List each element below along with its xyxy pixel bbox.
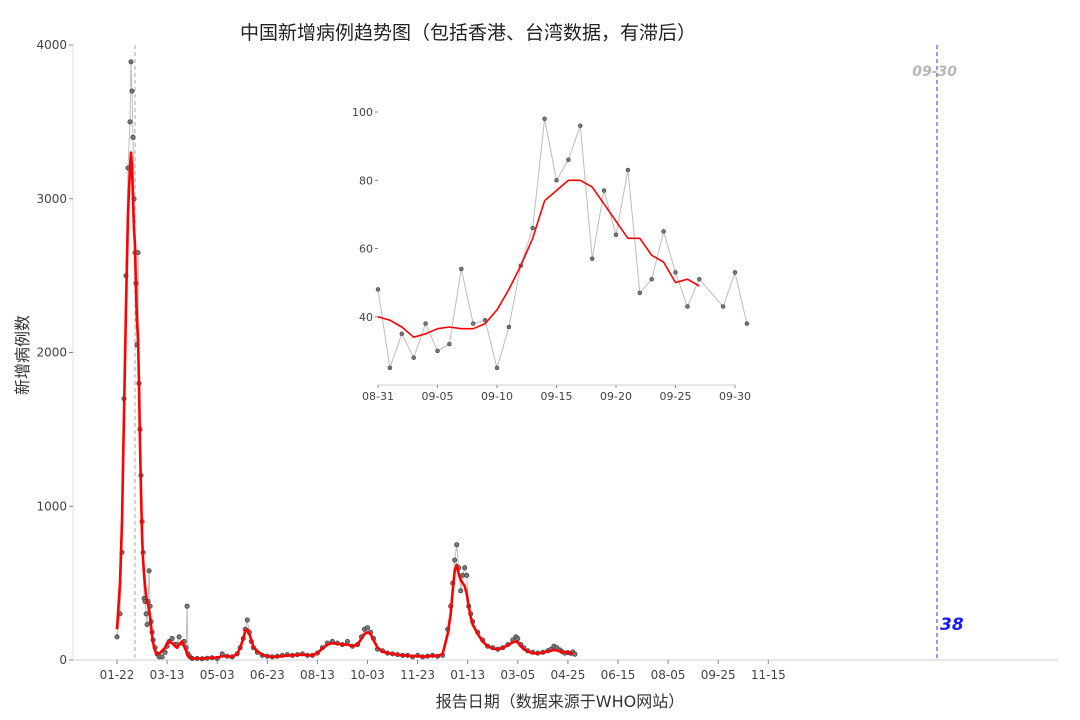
inset-x-tick-label: 09-20	[600, 390, 632, 403]
x-tick-label: 11-23	[400, 668, 435, 682]
daily-data-point	[176, 634, 182, 640]
daily-series-line	[116, 61, 576, 660]
daily-data-point	[244, 617, 250, 623]
inset-daily-data-point	[625, 167, 631, 173]
inset-y-tick-label: 40	[359, 311, 373, 324]
daily-data-point	[364, 625, 370, 631]
inset-daily-data-point	[530, 225, 535, 231]
x-tick-label: 08-13	[300, 668, 335, 682]
inset-daily-data-point	[661, 229, 666, 234]
y-tick-label: 4000	[36, 38, 67, 52]
inset-x-tick-label: 08-31	[362, 390, 394, 403]
inset-daily-data-point	[578, 123, 583, 128]
daily-data-point	[143, 611, 149, 617]
inset-daily-data-point	[673, 270, 678, 275]
inset-daily-data-point	[732, 270, 738, 275]
inset-daily-data-point	[506, 324, 512, 330]
daily-data-point	[454, 542, 460, 548]
x-tick-label: 04-25	[550, 668, 585, 682]
inset-daily-data-point	[601, 188, 607, 193]
inset-x-tick-label: 09-25	[660, 390, 692, 403]
daily-data-point	[130, 134, 136, 140]
inset-daily-data-point	[411, 355, 416, 360]
inset-daily-data-point	[685, 304, 690, 309]
smoothed-series-line	[115, 151, 574, 660]
daily-data-point	[127, 119, 133, 125]
inset-daily-data-point	[589, 256, 595, 261]
inset-daily-data-point	[459, 266, 464, 272]
x-tick-label: 10-03	[350, 668, 385, 682]
y-tick-label: 2000	[36, 346, 67, 360]
inset-daily-data-point	[399, 331, 405, 337]
inset-daily-data-point	[375, 287, 381, 292]
inset-daily-data-point	[554, 178, 559, 183]
inset-daily-data-point	[566, 157, 571, 163]
x-axis-title: 报告日期（数据来源于WHO网站）	[436, 692, 684, 711]
inset-daily-data-point	[697, 276, 702, 282]
inset-y-tick-label: 100	[352, 106, 373, 119]
daily-data-point	[462, 565, 468, 571]
daily-data-point	[129, 88, 135, 94]
inset-daily-data-point	[720, 304, 726, 309]
inset-daily-data-point	[637, 290, 643, 296]
y-tick-label: 1000	[36, 499, 67, 513]
inset-x-tick-label: 09-05	[422, 390, 454, 403]
y-tick-label: 0	[59, 653, 67, 667]
inset-y-tick-label: 80	[359, 174, 373, 187]
daily-data-point	[128, 59, 134, 65]
main-plot-area: 0 1000 2000 3000 4000 01-22 03-13 05-03 06-23 08-…	[36, 38, 1058, 682]
x-tick-label: 05-03	[200, 668, 235, 682]
inset-daily-data-point	[494, 365, 500, 371]
inset-x-tick-label: 09-15	[541, 390, 573, 403]
daily-data-point	[162, 649, 168, 655]
inset-x-tick-label: 09-10	[481, 390, 513, 403]
inset-daily-data-point	[435, 348, 440, 354]
daily-data-point	[458, 588, 464, 594]
inset-daily-data-point	[542, 116, 547, 122]
daily-data-point	[184, 603, 190, 609]
daily-data-point	[572, 651, 578, 657]
marker-date-label: 09-30	[912, 64, 957, 80]
x-tick-label: 03-05	[500, 668, 535, 682]
x-tick-label: 06-23	[250, 668, 285, 682]
inset-daily-data-point	[470, 321, 476, 326]
daily-data-point	[452, 557, 458, 563]
daily-data-point	[464, 572, 470, 578]
inset-chart: 40 60 80 100 08-31 09-05 09-10 09-15 09-20 09-25 0…	[352, 106, 751, 403]
last-value-label: 38	[940, 615, 964, 635]
inset-y-tick-label: 60	[359, 243, 373, 256]
inset-daily-data-point	[387, 365, 393, 371]
inset-x-tick-label: 09-30	[719, 390, 751, 403]
y-tick-label: 3000	[36, 192, 67, 206]
chart-title: 中国新增病例趋势图（包括香港、台湾数据，有滞后）	[240, 22, 696, 44]
x-tick-label: 08-05	[651, 668, 686, 682]
y-axis-title: 新增病例数	[13, 315, 32, 395]
daily-data-point	[515, 635, 521, 641]
daily-data-point	[144, 622, 150, 628]
daily-data-point	[114, 634, 120, 640]
inset-daily-data-point	[447, 341, 452, 347]
daily-data-point	[169, 635, 175, 641]
inset-daily-data-point	[423, 321, 428, 326]
daily-data-point	[146, 568, 152, 574]
inset-daily-data-point	[744, 321, 750, 326]
daily-data-point	[344, 638, 350, 644]
x-tick-label: 11-15	[751, 668, 786, 682]
inset-daily-data-point	[613, 232, 619, 238]
daily-data-point	[159, 654, 165, 660]
inset-smoothed-series-line	[377, 179, 700, 339]
inset-daily-data-point	[649, 276, 654, 282]
x-tick-label: 01-13	[450, 668, 485, 682]
x-tick-label: 06-15	[601, 668, 636, 682]
x-tick-label: 01-22	[100, 668, 135, 682]
x-tick-label: 09-25	[701, 668, 736, 682]
x-tick-label: 03-13	[150, 668, 185, 682]
